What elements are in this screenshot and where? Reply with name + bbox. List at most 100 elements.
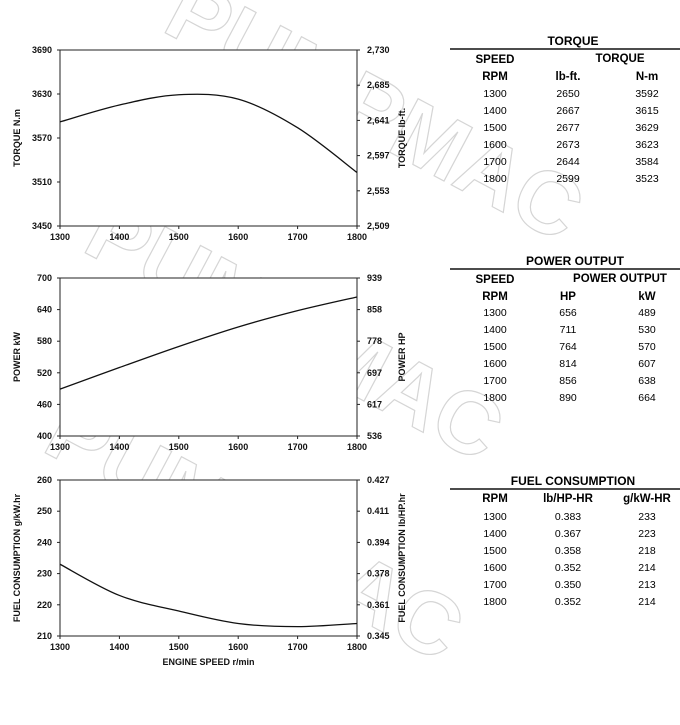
- power-chart: 1300 1400 1500 1600 1700 1800 400 460 520 580 640 7…: [12, 273, 407, 452]
- fuel-table-cell: 218: [638, 545, 656, 557]
- torque-table-row: 1700 2644 3584: [483, 156, 659, 168]
- fuel-x-tick-label: 1300: [50, 642, 70, 652]
- torque-y2-axis-label: TORQUE lb-ft.: [397, 108, 407, 168]
- fuel-table-row: 1400 0.367 223: [483, 528, 656, 540]
- torque-y-tick-label: 3510: [32, 177, 52, 187]
- torque-table-cell: 2599: [556, 173, 580, 185]
- fuel-x-tick-label: 1600: [228, 642, 248, 652]
- power-table-title: POWER OUTPUT: [526, 254, 625, 268]
- power-table-cell: 570: [638, 341, 656, 353]
- fuel-y-tick-label: 210: [37, 631, 52, 641]
- torque-y-tick-label: 3570: [32, 133, 52, 143]
- fuel-table-cell: 1300: [483, 511, 507, 523]
- power-y-tick-label: 700: [37, 273, 52, 283]
- power-table-cell: 1700: [483, 375, 507, 387]
- fuel-table-row: 1800 0.352 214: [483, 596, 656, 608]
- power-table-cell: 664: [638, 392, 656, 404]
- torque-x-tick-label: 1500: [169, 232, 189, 242]
- torque-x-tick-label: 1700: [288, 232, 308, 242]
- power-y-tick-label: 520: [37, 368, 52, 378]
- fuel-y2-tick-label: 0.427: [367, 475, 390, 485]
- torque-table-rows: 1300 2650 3592 1400 2667 3615 1500 2677 3629 1600…: [483, 88, 659, 185]
- power-table-cell: 1400: [483, 324, 507, 336]
- torque-table-cell: 2644: [556, 156, 580, 168]
- torque-table-cell: 2650: [556, 88, 580, 100]
- torque-y-axis-label: TORQUE N.m: [12, 109, 22, 167]
- power-table-row: 1500 764 570: [483, 341, 656, 353]
- torque-table-cell: 1500: [483, 122, 507, 134]
- torque-table-row: 1800 2599 3523: [483, 173, 659, 185]
- torque-table-cell: 3523: [635, 173, 659, 185]
- power-x-tick-label: 1600: [228, 442, 248, 452]
- power-x-tick-label: 1700: [288, 442, 308, 452]
- power-col-rpm: RPM: [482, 291, 508, 303]
- fuel-table-title: FUEL CONSUMPTION: [511, 474, 635, 488]
- fuel-table-rows: 1300 0.383 233 1400 0.367 223 1500 0.358 218 1600…: [483, 511, 656, 608]
- torque-curve: [59, 93, 358, 173]
- fuel-consumption-chart: 1300 1400 1500 1600 1700 1800 210 220 230 240 250 2…: [12, 475, 407, 667]
- fuel-y2-tick-label: 0.361: [367, 600, 390, 610]
- power-table-group-speed: SPEED: [476, 274, 515, 286]
- torque-y2-tick-label: 2,597: [367, 151, 390, 161]
- power-table-cell: 856: [559, 375, 577, 387]
- fuel-y-tick-label: 240: [37, 537, 52, 547]
- power-table-cell: 1600: [483, 358, 507, 370]
- fuel-table-cell: 223: [638, 528, 656, 540]
- power-table-row: 1600 814 607: [483, 358, 656, 370]
- torque-y-tick-label: 3690: [32, 45, 52, 55]
- torque-y-tick-label: 3450: [32, 221, 52, 231]
- fuel-table-cell: 213: [638, 579, 656, 591]
- fuel-curve: [59, 563, 358, 628]
- fuel-table-cell: 214: [638, 562, 656, 574]
- fuel-table: FUEL CONSUMPTION RPM lb/HP-HR g/kW-HR 13…: [450, 474, 680, 608]
- power-col-kw: kW: [638, 291, 655, 303]
- torque-x-tick-label: 1600: [228, 232, 248, 242]
- power-table-cell: 530: [638, 324, 656, 336]
- torque-y-tick-label: 3630: [32, 89, 52, 99]
- power-table-row: 1700 856 638: [483, 375, 656, 387]
- fuel-col-rpm: RPM: [482, 493, 508, 505]
- torque-y2-tick-label: 2,685: [367, 80, 390, 90]
- fuel-table-row: 1500 0.358 218: [483, 545, 656, 557]
- torque-table-row: 1600 2673 3623: [483, 139, 659, 151]
- power-table-cell: 656: [559, 307, 577, 319]
- fuel-table-cell: 0.383: [555, 511, 581, 523]
- fuel-x-axis-label: ENGINE SPEED r/min: [162, 657, 254, 667]
- torque-table-title: TORQUE: [547, 34, 598, 48]
- power-table-cell: 489: [638, 307, 656, 319]
- power-table-cell: 1300: [483, 307, 507, 319]
- fuel-y-tick-label: 230: [37, 569, 52, 579]
- torque-table-cell: 3584: [635, 156, 659, 168]
- torque-col-lbft: lb-ft.: [556, 71, 581, 83]
- fuel-table-cell: 0.350: [555, 579, 581, 591]
- fuel-table-cell: 0.352: [555, 562, 581, 574]
- fuel-y2-axis-label: FUEL CONSUMPTION lb/HP.hr: [397, 493, 407, 623]
- power-curve: [59, 296, 358, 390]
- fuel-col-lbhphr: lb/HP-HR: [543, 493, 594, 505]
- power-table-cell: 764: [559, 341, 577, 353]
- torque-table-cell: 3592: [635, 88, 659, 100]
- fuel-table-cell: 214: [638, 596, 656, 608]
- power-table-cell: 607: [638, 358, 656, 370]
- torque-table-cell: 1300: [483, 88, 507, 100]
- fuel-table-row: 1700 0.350 213: [483, 579, 656, 591]
- fuel-y-tick-label: 250: [37, 506, 52, 516]
- fuel-x-tick-label: 1400: [109, 642, 129, 652]
- fuel-x-tick-label: 1800: [347, 642, 367, 652]
- torque-table-cell: 3629: [635, 122, 659, 134]
- fuel-x-tick-label: 1700: [288, 642, 308, 652]
- power-y-tick-label: 640: [37, 305, 52, 315]
- torque-table-row: 1300 2650 3592: [483, 88, 659, 100]
- torque-x-tick-label: 1800: [347, 232, 367, 242]
- power-table-row: 1400 711 530: [483, 324, 656, 336]
- fuel-plot-frame: [59, 479, 358, 637]
- torque-y2-tick-label: 2,641: [367, 115, 390, 125]
- torque-table-cell: 2667: [556, 105, 580, 117]
- fuel-table-row: 1600 0.352 214: [483, 562, 656, 574]
- power-y2-tick-label: 697: [367, 368, 382, 378]
- power-table-cell: 890: [559, 392, 577, 404]
- fuel-table-cell: 1600: [483, 562, 507, 574]
- torque-table-cell: 2673: [556, 139, 580, 151]
- torque-table-group-speed: SPEED: [476, 54, 515, 66]
- power-table-cell: 1500: [483, 341, 507, 353]
